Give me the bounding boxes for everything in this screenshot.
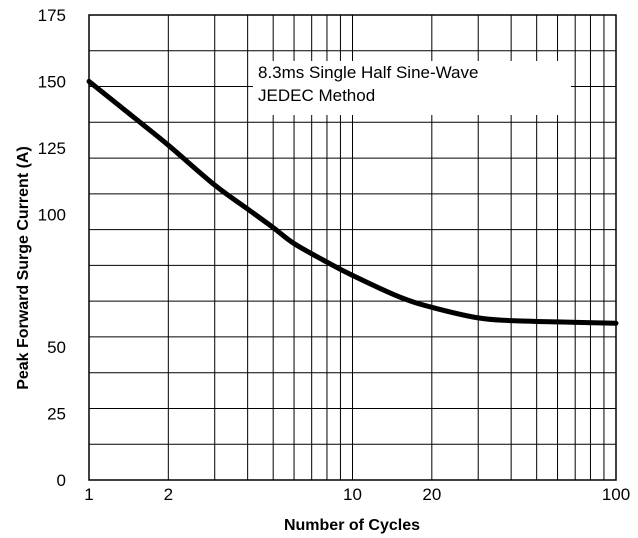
y-tick-label: 25: [47, 405, 66, 424]
y-tick-label: 125: [38, 139, 66, 158]
annotation-background: [253, 61, 571, 115]
annotation-line-1: 8.3ms Single Half Sine-Wave: [258, 63, 478, 82]
x-axis-title: Number of Cycles: [284, 517, 420, 534]
y-axis-title: Peak Forward Surge Current (A): [15, 146, 32, 390]
y-tick-label: 175: [38, 6, 66, 25]
y-tick-label: 0: [57, 471, 66, 490]
y-tick-labels: 0 25 50 100 125 150 175: [38, 6, 66, 490]
plot-frame: [88, 14, 617, 481]
y-tick-label: 50: [47, 338, 66, 357]
series-line: [86, 78, 619, 326]
x-tick-label: 2: [164, 485, 173, 504]
annotation-line-2: JEDEC Method: [258, 86, 375, 105]
x-tick-labels: 1 2 10 20 100: [84, 485, 630, 504]
x-tick-label: 1: [84, 485, 93, 504]
x-tick-label: 100: [602, 485, 630, 504]
annotation-box: 8.3ms Single Half Sine-Wave JEDEC Method: [253, 61, 571, 115]
x-tick-label: 10: [343, 485, 362, 504]
y-tick-label: 100: [38, 205, 66, 224]
y-tick-label: 150: [38, 72, 66, 91]
x-tick-label: 20: [422, 485, 441, 504]
